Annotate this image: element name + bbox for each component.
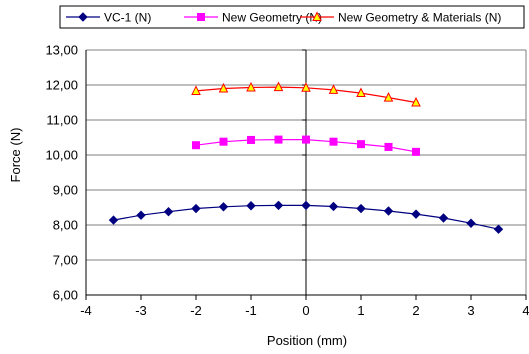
x-tick-label: 4 (522, 303, 529, 318)
series-2-point (384, 142, 393, 151)
series-3-point (246, 81, 256, 92)
series-1-point (356, 203, 366, 214)
series-2-point (247, 135, 255, 144)
y-axis-title: Force (N) (8, 128, 23, 183)
series-2-point (219, 137, 228, 146)
series-1 (108, 200, 504, 234)
y-tick-label: 12,00 (45, 78, 78, 93)
x-tick-label: 3 (467, 303, 474, 318)
legend-marker-3 (312, 11, 322, 21)
series-2-point (302, 135, 310, 144)
series-1-point (108, 215, 119, 225)
series-3-point (273, 81, 284, 92)
series-1-point (218, 202, 229, 212)
series-1-point (246, 201, 256, 211)
x-axis-title: Position (mm) (267, 333, 347, 348)
series-1-point (273, 200, 284, 211)
series-2-point (329, 137, 338, 146)
series-3 (191, 81, 421, 107)
y-tick-label: 13,00 (45, 43, 78, 58)
series-3-point (301, 82, 311, 92)
y-tick-label: 7,00 (53, 253, 78, 268)
legend-box (59, 5, 525, 29)
legend-marker-1 (78, 12, 88, 22)
series-1-point (383, 206, 394, 216)
series-1-point (411, 209, 421, 219)
y-tick-label: 11,00 (46, 113, 78, 128)
series-3-point (191, 85, 201, 95)
legend-label-3: New Geometry & Materials (N) (338, 11, 501, 25)
series-1-point (301, 200, 311, 211)
x-tick-label: -4 (80, 303, 92, 318)
x-tick-label: -1 (245, 303, 257, 318)
series-1-point (438, 213, 449, 223)
series-3-point (218, 82, 229, 93)
axes: 6,00 7,00 8,00 9,00 10,00 11,00 12,00 13,00 -4 -3… (45, 43, 529, 319)
x-tick-label: 1 (357, 303, 364, 318)
series-1-point (136, 210, 146, 220)
series-1-point (191, 203, 201, 214)
y-tick-label: 8,00 (53, 218, 78, 233)
series-2-point (357, 140, 365, 149)
legend-label-2: New Geometry (N) (222, 11, 322, 25)
legend-marker-2 (197, 13, 205, 21)
series-2-point (412, 147, 420, 156)
x-tick-label: -3 (135, 303, 147, 318)
x-tick-label: 0 (302, 303, 309, 318)
y-tick-label: 10,00 (45, 148, 78, 163)
series-3-point (411, 96, 421, 107)
series-3-point (328, 84, 339, 94)
y-tick-label: 6,00 (53, 288, 78, 303)
series-1-point (328, 201, 339, 212)
y-tick-label: 9,00 (53, 183, 78, 198)
legend-label-1: VC-1 (N) (104, 11, 151, 25)
x-tick-label: -2 (190, 303, 202, 318)
legend: VC-1 (N) New Geometry (N) New Geometry & M… (59, 5, 525, 29)
series-2-point (274, 135, 283, 144)
series-2 (192, 135, 420, 156)
series-1-point (493, 224, 504, 234)
series-3-point (383, 91, 394, 102)
series-2-point (192, 141, 200, 150)
series-1-point (466, 218, 476, 228)
series-group (108, 81, 504, 234)
series-3-point (356, 87, 366, 98)
series-1-point (163, 206, 174, 217)
x-tick-label: 2 (412, 303, 419, 318)
